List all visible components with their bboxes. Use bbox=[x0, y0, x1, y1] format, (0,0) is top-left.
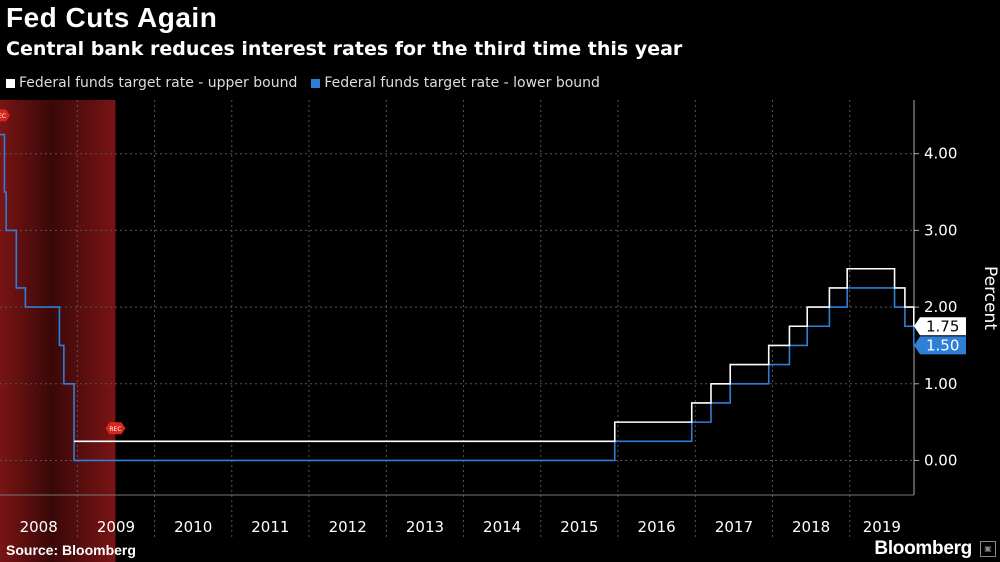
source-note: Source: Bloomberg bbox=[6, 542, 136, 558]
recession-marker-start: REC bbox=[0, 109, 10, 122]
y-axis-label: Percent bbox=[980, 266, 1000, 330]
legend-item-upper: Federal funds target rate - upper bound bbox=[6, 75, 297, 91]
recession-marker-shape bbox=[0, 109, 10, 122]
end-label-lower: 1.50 bbox=[914, 336, 966, 355]
chart-title: Fed Cuts Again bbox=[6, 2, 218, 33]
x-tick-label: 2018 bbox=[792, 518, 830, 536]
recession-marker-end: REC bbox=[105, 422, 126, 435]
end-label-upper: 1.75 bbox=[914, 317, 966, 336]
bloomberg-logo: Bloomberg bbox=[874, 538, 972, 559]
y-tick-label: 2.00 bbox=[924, 298, 957, 316]
legend-label-lower: Federal funds target rate - lower bound bbox=[324, 75, 600, 91]
legend-swatch-lower bbox=[311, 78, 321, 88]
x-tick-label: 2016 bbox=[638, 518, 676, 536]
x-tick-label: 2012 bbox=[329, 518, 367, 536]
x-tick-label: 2015 bbox=[560, 518, 598, 536]
x-tick-label: 2009 bbox=[97, 518, 135, 536]
legend-label-upper: Federal funds target rate - upper bound bbox=[19, 75, 298, 91]
x-tick-label: 2017 bbox=[715, 518, 753, 536]
series-line-lower bbox=[0, 133, 915, 462]
x-tick-label: 2014 bbox=[483, 518, 521, 536]
end-label-lower-text: 1.50 bbox=[926, 336, 959, 354]
y-tick-label: 1.00 bbox=[924, 375, 957, 393]
legend-item-lower: Federal funds target rate - lower bound bbox=[311, 75, 600, 91]
end-label-upper-text: 1.75 bbox=[926, 317, 959, 335]
recession-marker-label: REC bbox=[0, 113, 6, 120]
x-tick-label: 2008 bbox=[20, 518, 58, 536]
bloomberg-mark-icon: ▣ bbox=[980, 541, 996, 557]
y-tick-label: 3.00 bbox=[924, 221, 957, 239]
recession-band bbox=[0, 100, 116, 562]
end-label-upper-bg bbox=[914, 317, 966, 336]
x-tick-label: 2010 bbox=[174, 518, 212, 536]
legend-swatch-upper bbox=[6, 78, 15, 88]
x-tick-label: 2019 bbox=[863, 518, 901, 536]
series-line-upper bbox=[74, 267, 915, 443]
y-tick-label: 4.00 bbox=[924, 145, 957, 163]
recession-marker-label: REC bbox=[109, 426, 121, 433]
x-tick-label: 2011 bbox=[251, 518, 289, 536]
chart-subtitle: Central bank reduces interest rates for … bbox=[6, 38, 683, 60]
end-label-lower-bg bbox=[914, 336, 966, 355]
y-tick-label: 0.00 bbox=[924, 451, 957, 469]
x-tick-label: 2013 bbox=[406, 518, 444, 536]
chart-legend: Federal funds target rate - upper bound … bbox=[6, 75, 600, 91]
recession-marker-shape bbox=[105, 422, 126, 435]
